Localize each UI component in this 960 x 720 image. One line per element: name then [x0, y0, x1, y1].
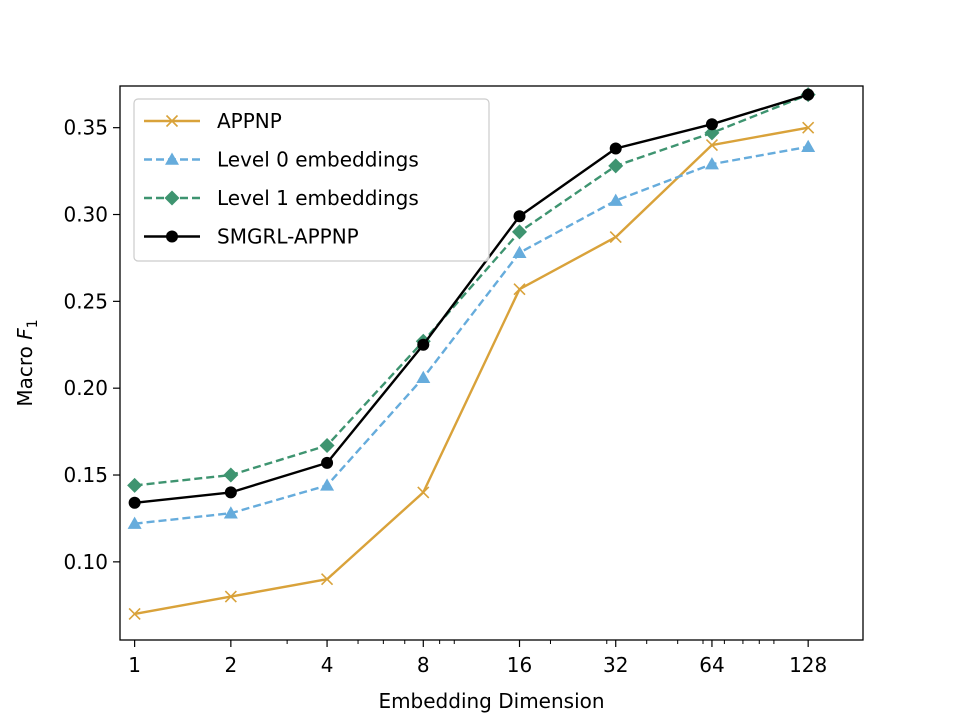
y-axis-label-subscript: 1 — [25, 319, 41, 328]
legend-label: Level 0 embeddings — [217, 148, 419, 172]
x-tick-label: 64 — [699, 653, 724, 677]
series-line — [134, 145, 809, 525]
data-point — [321, 573, 334, 586]
x-tick-label: 32 — [603, 653, 628, 677]
y-tick-label: 0.30 — [63, 203, 108, 227]
data-point — [417, 338, 430, 351]
data-point — [417, 486, 430, 499]
series-3 — [128, 88, 815, 509]
legend-marker — [165, 152, 179, 165]
legend-label: Level 1 embeddings — [217, 186, 419, 210]
series-1 — [127, 139, 816, 529]
y-tick-label: 0.25 — [63, 289, 108, 313]
data-point — [512, 224, 528, 240]
data-point — [127, 477, 143, 493]
x-tick-label: 128 — [789, 653, 827, 677]
x-tick-label: 1 — [128, 653, 141, 677]
y-axis-label-prefix: Macro — [13, 340, 37, 407]
data-point — [224, 590, 237, 603]
data-point — [608, 193, 623, 206]
legend-label: SMGRL-APPNP — [217, 225, 359, 249]
data-point — [801, 139, 816, 153]
data-point — [224, 486, 237, 499]
data-point — [705, 138, 719, 152]
legend-entry: Level 0 embeddings — [144, 148, 419, 172]
data-point — [127, 516, 142, 529]
x-tick-label: 2 — [224, 653, 237, 677]
x-tick-label: 4 — [321, 653, 334, 677]
data-point — [321, 456, 334, 469]
plot-area — [127, 87, 816, 621]
series-line — [134, 93, 809, 504]
legend-label: APPNP — [217, 109, 282, 133]
legend-entry: APPNP — [144, 109, 282, 133]
data-point — [705, 118, 718, 131]
y-tick-label: 0.35 — [63, 116, 108, 140]
data-point — [128, 496, 141, 509]
y-axis-label: Macro F1 — [13, 319, 41, 406]
legend-marker — [165, 114, 179, 128]
data-point — [128, 607, 141, 621]
data-point — [802, 121, 815, 134]
y-tick-label: 0.10 — [63, 550, 108, 574]
axes-frame — [119, 85, 864, 641]
data-point — [512, 245, 527, 258]
data-point — [513, 283, 526, 296]
data-point — [416, 370, 431, 384]
data-point — [513, 210, 526, 223]
legend: APPNP Level 0 embeddings Level 1 embedding… — [133, 98, 490, 262]
data-point — [320, 478, 335, 491]
x-axis-label: Embedding Dimension — [378, 689, 604, 713]
data-point — [704, 125, 720, 141]
data-point — [704, 157, 719, 170]
data-point — [223, 506, 238, 519]
data-point — [319, 437, 335, 453]
series-0 — [128, 121, 815, 621]
x-tick-label: 16 — [507, 653, 532, 677]
x-axis: 1 2 4 8 16 32 64 128 — [128, 640, 827, 677]
legend-entry: SMGRL-APPNP — [144, 225, 359, 249]
y-axis: 0.10 0.15 0.20 0.25 0.30 0.35 — [63, 116, 120, 574]
legend-marker — [164, 190, 180, 206]
data-point — [223, 467, 239, 483]
data-point — [608, 158, 624, 174]
legend-box — [133, 98, 490, 262]
series-line — [134, 126, 809, 616]
legend-entry: Level 1 embeddings — [144, 186, 419, 210]
x-tick-label: 8 — [417, 653, 430, 677]
series-2 — [127, 87, 816, 493]
y-tick-label: 0.20 — [63, 376, 108, 400]
data-point — [609, 231, 622, 244]
data-point — [609, 142, 622, 155]
series-line — [134, 93, 809, 487]
y-axis-label-variable: F — [13, 328, 37, 340]
y-tick-label: 0.15 — [63, 463, 108, 487]
data-point — [802, 88, 815, 101]
legend-marker — [166, 230, 178, 243]
